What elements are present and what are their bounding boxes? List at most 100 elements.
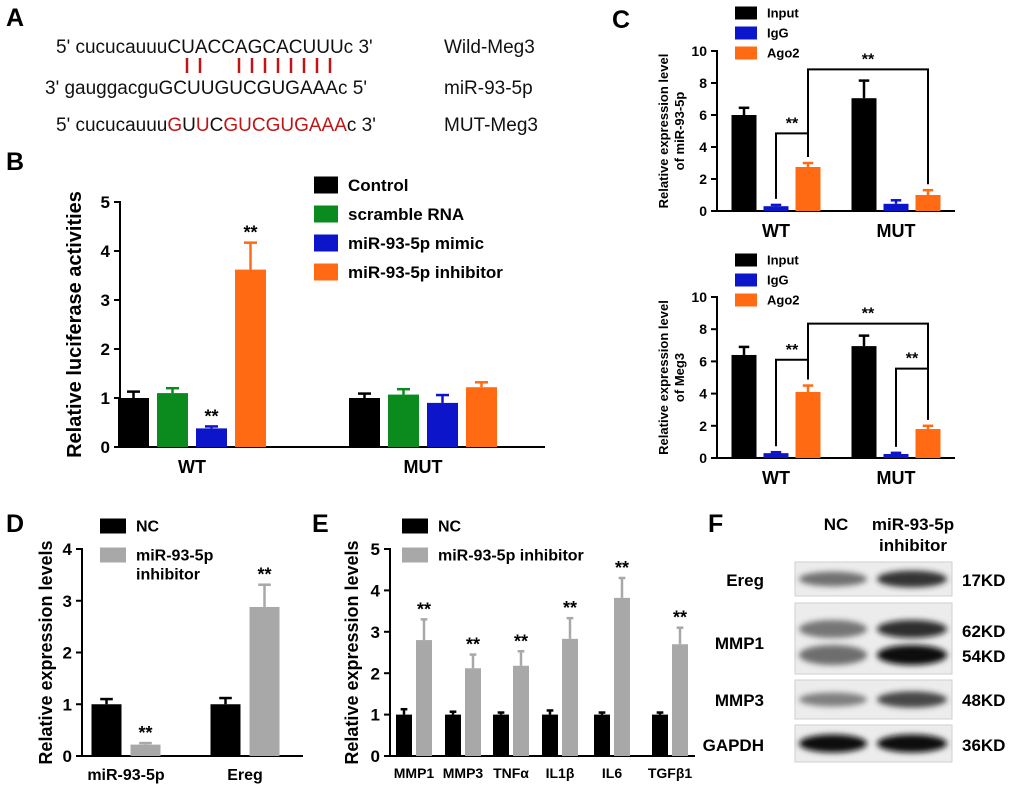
x-category-label: IL1β: [546, 765, 575, 781]
lane-label-inhibitor-line2: inhibitor: [879, 536, 947, 555]
y-tick-label: 2: [699, 171, 707, 187]
legend-label: Ago2: [767, 293, 800, 308]
blot-protein-label: Ereg: [726, 571, 764, 590]
legend-label: Control: [348, 176, 408, 195]
chart-c: 0 2 4 6 8 10 Relative expression level of miR-9…: [656, 6, 955, 241]
x-category-label: WT: [762, 221, 790, 241]
significance-marker: **: [204, 406, 218, 426]
legend: Control scramble RNA miR-93-5p mimic miR-93…: [314, 176, 503, 282]
legend-label: IgG: [767, 273, 789, 288]
chart-d: 0 1 2 3 4 Relative expression levels miR-93-5p…: [36, 518, 303, 784]
legend-swatch: [314, 176, 338, 194]
bar: [763, 206, 789, 211]
bar: [235, 269, 266, 447]
bar: [130, 744, 161, 756]
y-tick-label: 0: [101, 438, 110, 457]
bar: [416, 640, 432, 756]
blot-band: [877, 691, 947, 708]
x-category-label: TNFα: [493, 765, 529, 781]
legend-swatch: [100, 518, 126, 534]
y-tick-label: 4: [371, 582, 381, 601]
legend-swatch: [735, 253, 757, 267]
sequence-row: 3' gauggacguGCUUGUCGUGAAAc 5': [45, 78, 367, 99]
y-tick-label: 1: [63, 695, 72, 714]
bar: [157, 393, 188, 447]
panel-letter-f: F: [708, 510, 723, 538]
legend: NC miR-93-5p inhibitor: [402, 518, 584, 565]
legend-label: NC: [438, 519, 462, 536]
y-axis-label: Relative expression level: [656, 54, 671, 209]
significance-marker: **: [673, 608, 687, 628]
chart-b: 0 1 2 3 4 5 Relative luciferase activities WT MU…: [64, 176, 545, 477]
x-category-label: WT: [762, 468, 790, 488]
blot-size-label: 54KD: [962, 647, 1005, 666]
blot-band: [799, 620, 867, 638]
legend-label: miR-93-5p inhibitor: [438, 548, 584, 565]
y-tick-label: 2: [699, 418, 707, 434]
y-axis-label: Relative expression level: [656, 300, 671, 455]
blot-band: [877, 620, 947, 638]
bar: [427, 402, 458, 447]
y-tick-label: 4: [101, 242, 111, 261]
bracket-significance-marker: **: [862, 306, 875, 323]
bar: [562, 638, 578, 756]
bar: [466, 387, 497, 447]
lane-label-inhibitor: miR-93-5p: [872, 515, 954, 534]
y-tick-label: 10: [691, 289, 707, 305]
panel-letter-c: C: [612, 6, 630, 34]
y-tick-label: 6: [699, 107, 707, 123]
y-tick-label: 3: [101, 291, 110, 310]
bar: [652, 714, 668, 756]
significance-marker: **: [514, 631, 528, 651]
sequence-row: 5' cucucauuuCUACCAGCACUUUc 3': [56, 37, 373, 58]
bar: [445, 714, 461, 756]
chart-c2: 0 2 4 6 8 10 Relative expression level of Meg3 W…: [656, 253, 955, 488]
y-tick-label: 1: [101, 389, 110, 408]
blot-band: [877, 570, 947, 588]
legend-swatch: [735, 26, 757, 40]
sequence-name: MUT-Meg3: [444, 115, 538, 136]
x-category-label: MMP3: [443, 765, 484, 781]
y-tick-label: 0: [371, 747, 380, 766]
x-category-label: MUT: [877, 468, 916, 488]
panel-letter-a: A: [6, 4, 24, 32]
legend-swatch: [314, 234, 338, 252]
x-category-label: MUT: [404, 457, 443, 477]
bar: [851, 346, 877, 458]
sequence-name: miR-93-5p: [444, 78, 533, 99]
bar: [915, 195, 941, 211]
legend: NC miR-93-5p inhibitor: [100, 518, 214, 584]
x-category-label: IL6: [602, 765, 622, 781]
legend-swatch: [735, 6, 757, 20]
bar: [594, 714, 610, 756]
x-category-label: TGFβ1: [648, 765, 693, 781]
bar: [249, 606, 280, 756]
bar: [763, 453, 789, 458]
legend-label: Input: [767, 253, 799, 268]
significance-marker: **: [257, 565, 271, 585]
y-tick-label: 4: [699, 386, 707, 402]
significance-marker: **: [466, 635, 480, 655]
legend: Input IgG Ago2: [735, 6, 800, 61]
bracket-significance-marker: **: [862, 51, 875, 68]
y-axis-label-line2: of Meg3: [672, 353, 687, 402]
y-tick-label: 3: [63, 592, 72, 611]
bar: [915, 429, 941, 458]
bar: [883, 453, 909, 458]
bar: [513, 665, 529, 756]
bar: [349, 398, 380, 447]
blot-size-label: 48KD: [962, 691, 1005, 710]
y-tick-label: 2: [63, 644, 72, 663]
legend-label: miR-93-5p inhibitor: [348, 263, 503, 282]
x-category-label: MUT: [877, 221, 916, 241]
bar: [731, 115, 757, 211]
x-category-label: WT: [178, 457, 206, 477]
blot-size-label: 36KD: [962, 736, 1005, 755]
bracket-significance-marker: **: [786, 115, 799, 132]
bar: [731, 354, 757, 458]
bar: [396, 714, 412, 756]
bar: [851, 98, 877, 211]
legend: Input IgG Ago2: [735, 253, 800, 308]
y-axis-label-line2: of miR-93-5p: [672, 92, 687, 171]
sequence-name: Wild-Meg3: [444, 37, 535, 58]
